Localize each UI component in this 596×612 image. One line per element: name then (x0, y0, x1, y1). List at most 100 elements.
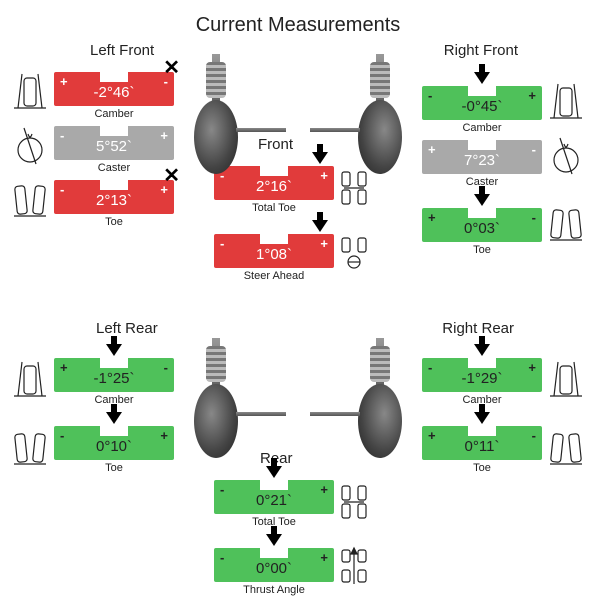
left-front-toe-block: - + 2°13` ✕ Toe (54, 180, 174, 228)
right-front-camber-label: Camber (422, 122, 542, 134)
left-front-toe-label: Toe (54, 216, 174, 228)
sign-plus: + (160, 128, 168, 143)
rear-total-toe-bar: - + 0°21` (214, 480, 334, 514)
right-rear-toe-label: Toe (422, 462, 542, 474)
right-rear-wheel-illustration (350, 338, 410, 458)
right-front-camber-value: -0°45` (461, 98, 502, 115)
left-front-title: Left Front (90, 42, 154, 59)
sign-plus: + (528, 360, 536, 375)
sign-minus: - (164, 360, 168, 375)
right-rear-camber-block: - + -1°29` Camber (422, 344, 542, 406)
right-front-caster-bar: + - 7°23` (422, 140, 542, 174)
sign-plus: + (320, 482, 328, 497)
left-front-caster-bar: - + 5°52` (54, 126, 174, 160)
rear-thrust-angle-value: 0°00` (256, 560, 292, 577)
toe-schematic-icon (546, 428, 586, 468)
toe-schematic-icon (10, 180, 50, 220)
right-rear-title: Right Rear (442, 320, 514, 337)
arrow-down-icon (474, 194, 490, 206)
camber-schematic-icon (546, 82, 586, 122)
rear-total-toe-block: - + 0°21` Total Toe (214, 466, 334, 528)
left-rear-toe-label: Toe (54, 462, 174, 474)
arrow-down-icon (474, 72, 490, 84)
arrow-down-icon (312, 220, 328, 232)
right-rear-toe-value: 0°11` (465, 438, 500, 455)
sign-plus: + (60, 74, 68, 89)
left-front-caster-block: - + 5°52` Caster (54, 126, 174, 174)
sign-minus: - (220, 550, 224, 565)
right-rear-toe-bar: + - 0°11` (422, 426, 542, 460)
right-front-toe-value: 0°03` (464, 220, 500, 237)
arrow-down-icon (474, 412, 490, 424)
sign-minus: - (428, 360, 432, 375)
sign-plus: + (428, 142, 436, 157)
sign-minus: - (220, 482, 224, 497)
sign-minus: - (60, 128, 64, 143)
rear-thrust-angle-block: - + 0°00` Thrust Angle (214, 534, 334, 596)
right-front-toe-label: Toe (422, 244, 542, 256)
left-front-toe-bar: - + 2°13` ✕ (54, 180, 174, 214)
front-total-toe-label: Total Toe (214, 202, 334, 214)
caster-schematic-icon (546, 136, 586, 176)
right-front-column: - + -0°45` Camber + - 7°23` Caster + - 0… (422, 72, 542, 262)
right-rear-camber-bar: - + -1°29` (422, 358, 542, 392)
sign-minus: - (60, 182, 64, 197)
right-front-toe-bar: + - 0°03` (422, 208, 542, 242)
front-axle-group: Left Front Right Front + - -2°46` ✕ Camb… (0, 42, 596, 282)
left-rear-column: + - -1°25` Camber - + 0°10` Toe (54, 344, 174, 480)
front-section-label: Front (258, 136, 293, 153)
rear-thrust-angle-label: Thrust Angle (214, 584, 334, 596)
right-front-wheel-illustration (350, 54, 410, 174)
rear-total-toe-value: 0°21` (256, 492, 292, 509)
right-front-title: Right Front (444, 42, 518, 59)
sign-minus: - (60, 428, 64, 443)
sign-plus: + (320, 550, 328, 565)
rear-center-column: - + 0°21` Total Toe - + 0°00` Thrust Ang… (214, 466, 334, 602)
right-rear-column: - + -1°29` Camber + - 0°11` Toe (422, 344, 542, 480)
left-front-wheel-illustration (186, 54, 246, 174)
thrust-angle-schematic-icon (338, 546, 370, 586)
right-front-camber-block: - + -0°45` Camber (422, 72, 542, 134)
left-rear-camber-value: -1°25` (93, 370, 134, 387)
sign-plus: + (160, 428, 168, 443)
sign-plus: + (428, 210, 436, 225)
left-front-column: + - -2°46` ✕ Camber - + 5°52` Caster - + (54, 72, 174, 234)
right-rear-camber-value: -1°29` (461, 370, 502, 387)
right-front-caster-block: + - 7°23` Caster (422, 140, 542, 188)
sign-plus: + (320, 236, 328, 251)
left-front-camber-value: -2°46` (93, 84, 134, 101)
front-steer-ahead-block: - + 1°08` Steer Ahead (214, 220, 334, 282)
steer-ahead-schematic-icon (338, 232, 370, 272)
camber-schematic-icon (546, 360, 586, 400)
front-total-toe-value: 2°16` (256, 178, 292, 195)
rear-axle-group: Left Rear Right Rear + - -1°25` Camber -… (0, 320, 596, 560)
rear-thrust-angle-bar: - + 0°00` (214, 548, 334, 582)
sign-minus: - (532, 210, 536, 225)
sign-minus: - (220, 236, 224, 251)
total-toe-schematic-icon (338, 482, 370, 522)
left-rear-toe-block: - + 0°10` Toe (54, 412, 174, 474)
left-rear-camber-bar: + - -1°25` (54, 358, 174, 392)
page-title: Current Measurements (0, 0, 596, 37)
arrow-down-icon (474, 344, 490, 356)
left-rear-title: Left Rear (96, 320, 158, 337)
sign-plus: + (60, 360, 68, 375)
right-front-caster-value: 7°23` (464, 152, 500, 169)
camber-schematic-icon (10, 360, 50, 400)
toe-schematic-icon (10, 428, 50, 468)
left-front-caster-value: 5°52` (96, 138, 132, 155)
sign-plus: + (528, 88, 536, 103)
cross-icon: ✕ (163, 166, 180, 186)
front-steer-ahead-value: 1°08` (256, 246, 292, 263)
right-front-toe-block: + - 0°03` Toe (422, 194, 542, 256)
total-toe-schematic-icon (338, 168, 370, 208)
sign-minus: - (532, 142, 536, 157)
left-rear-toe-value: 0°10` (96, 438, 132, 455)
sign-minus: - (532, 428, 536, 443)
left-front-camber-bar: + - -2°46` ✕ (54, 72, 174, 106)
left-rear-toe-bar: - + 0°10` (54, 426, 174, 460)
arrow-down-icon (266, 466, 282, 478)
left-rear-wheel-illustration (186, 338, 246, 458)
left-rear-camber-block: + - -1°25` Camber (54, 344, 174, 406)
sign-minus: - (428, 88, 432, 103)
